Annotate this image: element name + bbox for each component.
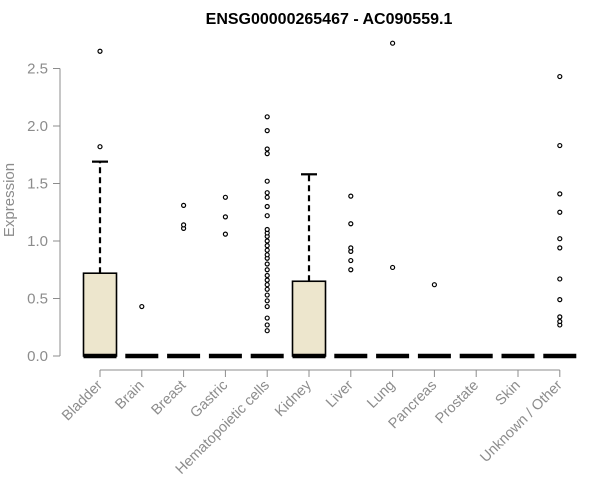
outlier-point [557, 236, 563, 242]
outlier-point [264, 267, 270, 273]
outlier-point [264, 252, 270, 258]
outlier-point [97, 48, 103, 54]
x-tick-label: Bladder [59, 377, 106, 424]
outlier-point [264, 151, 270, 157]
outlier-point [557, 209, 563, 215]
outlier-point [557, 191, 563, 197]
outlier-point [97, 144, 103, 150]
y-tick-label: 0.5 [27, 291, 48, 308]
box-hematopoietic-cells [250, 114, 284, 359]
x-tick-label: Lung [364, 378, 398, 412]
y-tick-label: 0.0 [27, 348, 48, 365]
outlier-point [264, 238, 270, 244]
outlier-point [557, 142, 563, 149]
outlier-point [264, 203, 270, 210]
box-kidney [291, 173, 327, 359]
outlier-point [264, 114, 270, 120]
outlier-point [264, 146, 270, 152]
x-tick-label: Kidney [272, 377, 315, 420]
y-tick-label: 1.0 [27, 233, 48, 250]
outlier-point [557, 73, 563, 80]
outlier-point [222, 214, 228, 220]
outlier-point [557, 297, 563, 303]
box-group [82, 40, 577, 359]
outlier-point [557, 276, 563, 282]
outlier-point [181, 222, 187, 228]
outlier-point [264, 286, 270, 292]
outlier-point [264, 190, 270, 196]
outlier-point [264, 247, 270, 253]
x-tick-label: Prostate [433, 378, 482, 427]
outlier-point [181, 202, 187, 208]
outlier-point [264, 261, 270, 267]
box-iqr [82, 272, 118, 357]
outlier-point [264, 178, 270, 184]
x-tick-label: Skin [493, 378, 524, 409]
outlier-point [264, 292, 270, 298]
y-tick-label: 1.5 [27, 176, 48, 193]
y-tick-label: 2.0 [27, 118, 48, 135]
outlier-point [264, 303, 270, 310]
x-tick-label: Liver [323, 377, 357, 411]
outlier-point [348, 267, 354, 273]
outlier-point [264, 298, 270, 304]
outlier-point [348, 245, 354, 251]
outlier-point [348, 257, 354, 264]
chart-title: ENSG00000265467 - AC090559.1 [206, 11, 453, 28]
outlier-point [264, 322, 270, 328]
outlier-point [264, 277, 270, 283]
box-iqr [291, 280, 327, 357]
outlier-point [390, 40, 396, 46]
outlier-point [264, 243, 270, 249]
outlier-point [557, 314, 563, 320]
outlier-point [264, 213, 270, 219]
outlier-point [264, 194, 270, 200]
outlier-point [264, 272, 270, 279]
y-axis: 0.0 0.5 1.0 1.5 2.0 2.5 [27, 61, 61, 365]
outlier-point [557, 318, 563, 325]
box-bladder [82, 48, 118, 359]
box-lung [376, 40, 410, 359]
outlier-point [390, 264, 396, 271]
box-gastric [208, 194, 242, 359]
box-breast [167, 202, 201, 359]
box-brain [125, 303, 159, 359]
box-pancreas [417, 282, 451, 359]
box-liver [334, 193, 368, 359]
y-axis-label: Expression [1, 163, 18, 237]
outlier-point [222, 194, 228, 200]
outlier-point [264, 328, 270, 334]
outlier-point [348, 193, 354, 199]
outlier-point [264, 282, 270, 288]
outlier-point [348, 221, 354, 227]
outlier-point [264, 315, 270, 321]
box-unknown-other [543, 73, 577, 359]
outlier-point [139, 303, 145, 310]
outlier-point [222, 231, 228, 237]
outlier-point [264, 128, 270, 134]
x-tick-label: Brain [112, 378, 147, 413]
y-tick-label: 2.5 [27, 61, 48, 78]
outlier-point [431, 282, 437, 288]
outlier-point [264, 226, 270, 233]
x-tick-label: Breast [148, 378, 189, 419]
outlier-point [557, 245, 563, 251]
